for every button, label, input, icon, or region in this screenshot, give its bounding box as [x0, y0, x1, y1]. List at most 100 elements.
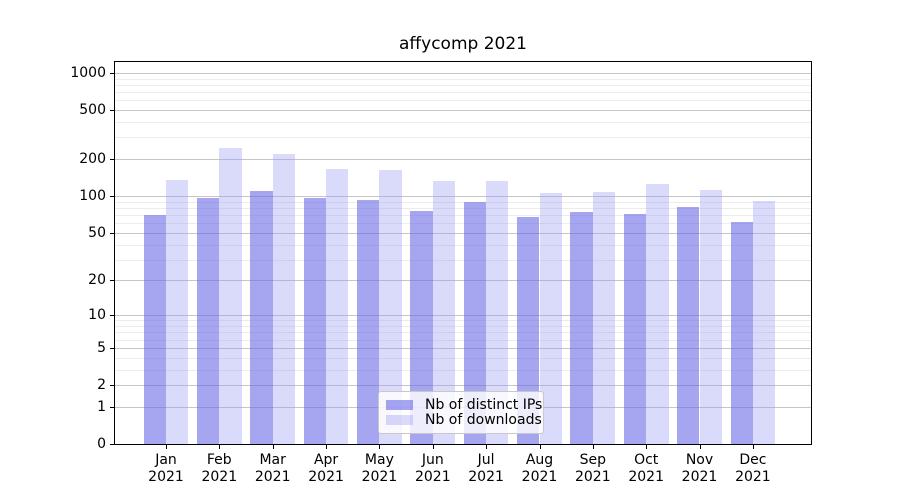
bar-downloads	[379, 170, 402, 444]
bar-distinct-ips	[730, 222, 753, 444]
x-tick-mark	[539, 445, 541, 449]
x-tick-label-month: Mar	[259, 452, 286, 468]
x-tick-mark	[432, 445, 434, 449]
major-gridline	[114, 196, 812, 198]
x-tick-label-month: Sep	[579, 452, 606, 468]
major-gridline	[114, 315, 812, 317]
x-tick-label-year: 2021	[254, 469, 291, 485]
minor-gridline	[114, 215, 812, 216]
y-tick-label: 0	[97, 436, 106, 452]
y-tick-label: 200	[79, 151, 106, 168]
x-tick-mark	[379, 445, 381, 449]
bar-distinct-ips	[570, 212, 593, 444]
minor-gridline	[114, 332, 812, 334]
y-tick-mark	[110, 196, 114, 198]
legend-swatch-distinct-ips	[386, 400, 413, 410]
x-tick-mark	[326, 445, 328, 449]
y-tick-mark	[110, 406, 114, 408]
x-tick-label-month: Oct	[634, 452, 659, 468]
x-tick-label-month: May	[364, 452, 394, 468]
bar-downloads	[699, 189, 722, 444]
bar-distinct-ips	[357, 199, 380, 444]
bar-downloads	[539, 193, 562, 444]
minor-gridline	[114, 137, 812, 139]
bar-distinct-ips	[677, 206, 700, 444]
x-tick-mark	[219, 445, 221, 449]
x-tick-label-month: Feb	[206, 452, 232, 468]
x-tick-label-month: Aug	[525, 452, 554, 468]
bar-downloads	[219, 148, 242, 444]
bar-downloads	[166, 180, 189, 444]
major-gridline	[114, 347, 812, 349]
minor-gridline	[114, 84, 812, 86]
x-tick-label-year: 2021	[681, 469, 718, 485]
minor-gridline	[114, 259, 812, 261]
x-tick-label-year: 2021	[201, 469, 238, 485]
y-tick-label: 1	[97, 398, 106, 415]
bar-downloads	[646, 183, 669, 444]
y-tick-label: 1000	[70, 64, 106, 81]
x-tick-mark	[752, 445, 754, 449]
minor-gridline	[114, 339, 812, 341]
y-tick-mark	[110, 315, 114, 317]
legend: Nb of distinct IPs Nb of downloads	[378, 391, 544, 434]
major-gridline	[114, 232, 812, 234]
legend-swatch-downloads	[386, 415, 413, 425]
minor-gridline	[114, 122, 812, 123]
x-tick-label-month: Jan	[155, 452, 177, 468]
x-tick-label-year: 2021	[361, 469, 398, 485]
legend-item-distinct-ips: Nb of distinct IPs	[386, 398, 542, 412]
bar-downloads	[326, 168, 349, 444]
bar-downloads	[752, 200, 776, 444]
bar-distinct-ips	[623, 214, 647, 444]
x-tick-label-year: 2021	[521, 469, 558, 485]
minor-gridline	[114, 100, 812, 102]
x-tick-mark	[166, 445, 167, 449]
minor-gridline	[114, 207, 812, 209]
legend-label-downloads: Nb of downloads	[425, 412, 542, 428]
y-tick-label: 500	[79, 102, 106, 118]
major-gridline	[114, 159, 812, 161]
y-tick-label: 10	[88, 307, 106, 324]
x-tick-mark	[592, 445, 594, 449]
y-tick-label: 2	[97, 377, 106, 393]
x-tick-label-year: 2021	[735, 469, 771, 485]
x-tick-mark	[272, 445, 274, 449]
x-tick-label-month: Nov	[685, 452, 714, 468]
chart-title: affycomp 2021	[399, 34, 527, 54]
y-tick-label: 5	[97, 339, 106, 356]
major-gridline	[114, 110, 812, 111]
minor-gridline	[114, 369, 812, 371]
bar-distinct-ips	[196, 198, 220, 444]
x-tick-label-month: Dec	[739, 452, 767, 468]
y-tick-mark	[110, 110, 114, 111]
bar-downloads	[486, 181, 509, 444]
x-tick-label-year: 2021	[468, 469, 504, 485]
y-tick-mark	[110, 232, 114, 234]
bar-distinct-ips	[303, 198, 327, 444]
x-tick-mark	[699, 445, 701, 449]
minor-gridline	[114, 223, 812, 225]
minor-gridline	[114, 357, 812, 359]
y-tick-label: 20	[88, 272, 106, 289]
x-tick-label-year: 2021	[414, 469, 451, 485]
bar-distinct-ips	[410, 210, 433, 444]
bar-downloads	[592, 192, 616, 444]
y-tick-label: 50	[88, 224, 106, 241]
minor-gridline	[114, 78, 812, 80]
x-tick-label-year: 2021	[628, 469, 664, 485]
minor-gridline	[114, 244, 812, 246]
x-tick-label-month: Apr	[313, 452, 339, 468]
y-tick-mark	[110, 72, 114, 74]
x-tick-label-year: 2021	[148, 469, 184, 485]
bar-distinct-ips	[250, 190, 273, 444]
bar-distinct-ips	[517, 217, 540, 444]
y-tick-mark	[110, 347, 114, 349]
x-tick-label-month: Jul	[477, 452, 495, 468]
y-tick-label: 100	[79, 188, 106, 205]
minor-gridline	[114, 326, 812, 327]
minor-gridline	[114, 92, 812, 93]
